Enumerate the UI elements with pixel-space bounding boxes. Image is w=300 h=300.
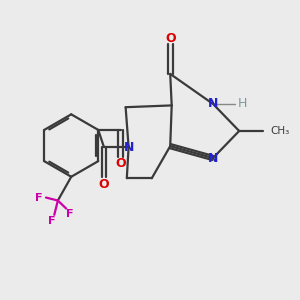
Text: N: N	[208, 152, 218, 164]
Text: F: F	[35, 193, 42, 202]
Text: CH₃: CH₃	[270, 126, 290, 136]
Text: F: F	[48, 216, 56, 226]
Text: N: N	[208, 98, 218, 110]
Text: O: O	[116, 157, 127, 170]
Text: O: O	[165, 32, 175, 45]
Text: O: O	[99, 178, 109, 191]
Text: F: F	[66, 209, 74, 219]
Text: H: H	[238, 98, 247, 110]
Text: N: N	[123, 140, 134, 154]
